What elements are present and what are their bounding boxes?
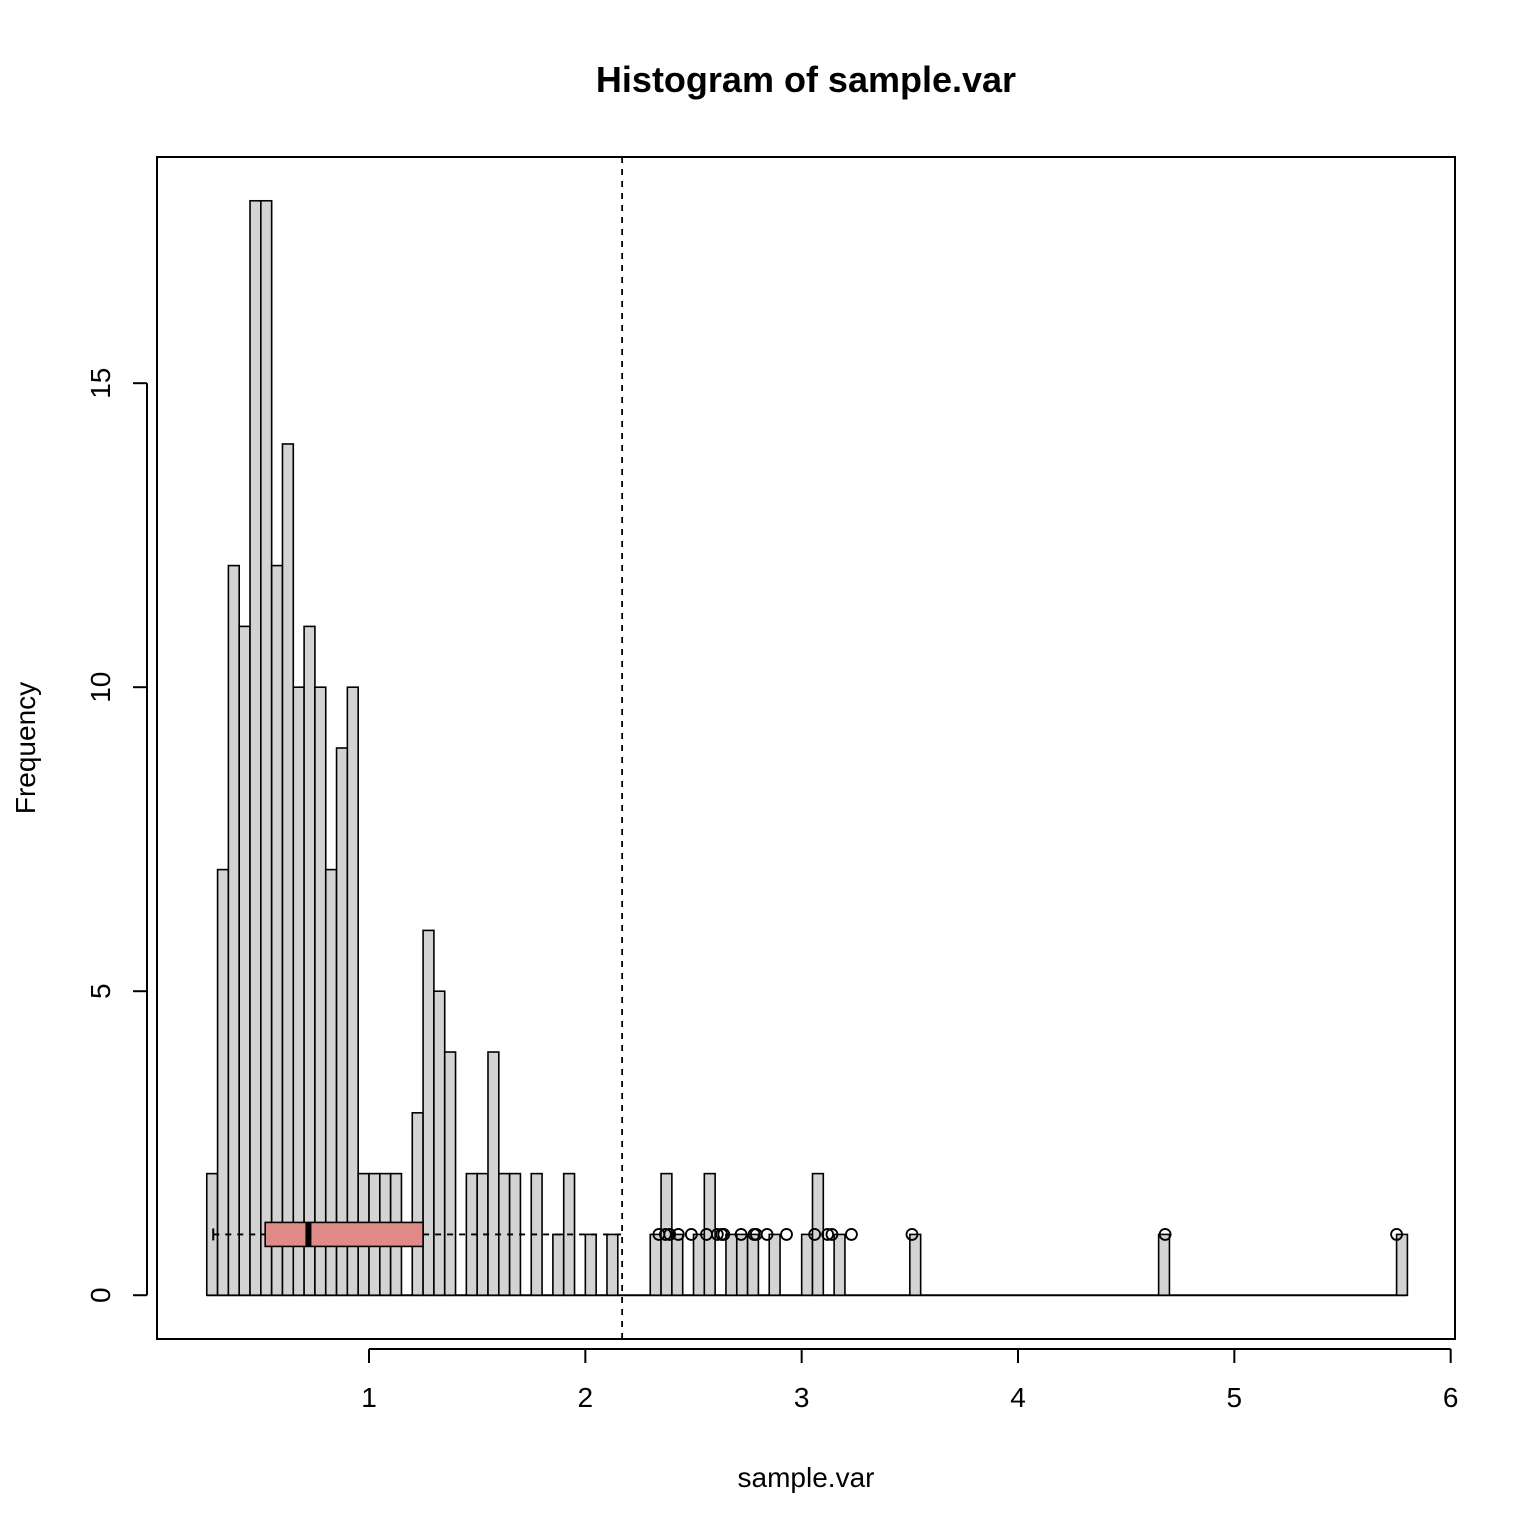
histogram-bar	[227, 564, 241, 1297]
histogram-bar	[811, 1172, 825, 1297]
boxplot-outlier	[734, 1228, 748, 1241]
histogram-bar	[552, 1233, 565, 1297]
histogram-bar	[443, 1051, 457, 1297]
y-tick-label: 5	[85, 983, 116, 999]
boxplot-outlier	[821, 1228, 835, 1241]
histogram-bar	[1395, 1233, 1409, 1297]
boxplot-outlier	[760, 1228, 774, 1241]
histogram-bar	[335, 747, 349, 1297]
boxplot-outlier	[663, 1228, 677, 1241]
y-tick-label: 15	[85, 368, 116, 399]
x-tick-label: 6	[1443, 1382, 1459, 1413]
boxplot-outlier	[717, 1228, 731, 1241]
histogram-bar	[292, 686, 305, 1297]
histogram-bar	[281, 443, 295, 1297]
histogram-bar	[703, 1172, 716, 1297]
y-axis: 0 5 10 15	[85, 368, 148, 1303]
histogram-bar	[833, 1233, 846, 1297]
boxplot-outlier	[658, 1228, 672, 1241]
x-tick-label: 5	[1227, 1382, 1243, 1413]
histogram-bar	[725, 1233, 738, 1297]
y-tick-label: 0	[85, 1287, 116, 1303]
histogram-bar	[411, 1112, 424, 1297]
boxplot-outlier	[1390, 1228, 1403, 1241]
histogram-bar	[671, 1233, 684, 1297]
boxplot-box	[264, 1221, 424, 1248]
histogram-bar	[606, 1233, 619, 1297]
x-tick-label: 4	[1010, 1382, 1026, 1413]
x-tick-label: 3	[794, 1382, 810, 1413]
histogram-bar	[260, 199, 273, 1297]
boxplot-outlier	[780, 1228, 793, 1241]
histogram-bar	[216, 868, 230, 1297]
histogram-bar	[422, 929, 435, 1297]
x-axis: 1 2 3 4 5 6	[361, 1348, 1459, 1413]
histogram-bar	[800, 1233, 814, 1297]
boxplot-outlier	[684, 1228, 698, 1241]
histogram-bar	[314, 686, 327, 1297]
boxplot-outlier	[825, 1228, 839, 1241]
boxplot-outlier	[808, 1228, 822, 1241]
chart-title: Histogram of sample.var	[596, 59, 1016, 100]
histogram-bar	[487, 1051, 500, 1297]
y-axis-label: Frequency	[10, 682, 41, 814]
x-tick-label: 2	[578, 1382, 594, 1413]
histogram-bar	[735, 1233, 749, 1297]
histogram-bar	[270, 564, 284, 1297]
histogram-bar	[768, 1233, 781, 1297]
histogram-bar	[909, 1233, 922, 1297]
y-tick-label: 10	[85, 672, 116, 703]
x-axis-label: sample.var	[738, 1462, 875, 1493]
x-tick-label: 1	[361, 1382, 377, 1413]
histogram-bar	[692, 1233, 706, 1297]
histogram-bar	[1157, 1233, 1171, 1297]
boxplot-outlier	[845, 1228, 858, 1241]
plot-frame	[156, 156, 1456, 1340]
bars-group	[205, 199, 1409, 1297]
boxplot-group	[212, 1221, 1403, 1248]
histogram-bar	[249, 199, 262, 1297]
boxplot-outlier	[905, 1228, 919, 1241]
boxplot-outlier	[710, 1228, 724, 1241]
histogram-bar	[433, 990, 446, 1297]
histogram-bar	[346, 686, 359, 1297]
histogram-bar	[584, 1233, 597, 1297]
histogram-bar	[746, 1233, 760, 1297]
histogram-bar	[649, 1233, 662, 1297]
boxplot-outlier	[1158, 1228, 1172, 1241]
boxplot-outlier	[671, 1228, 685, 1241]
histogram-bar	[238, 625, 251, 1297]
histogram-bar	[303, 625, 316, 1297]
